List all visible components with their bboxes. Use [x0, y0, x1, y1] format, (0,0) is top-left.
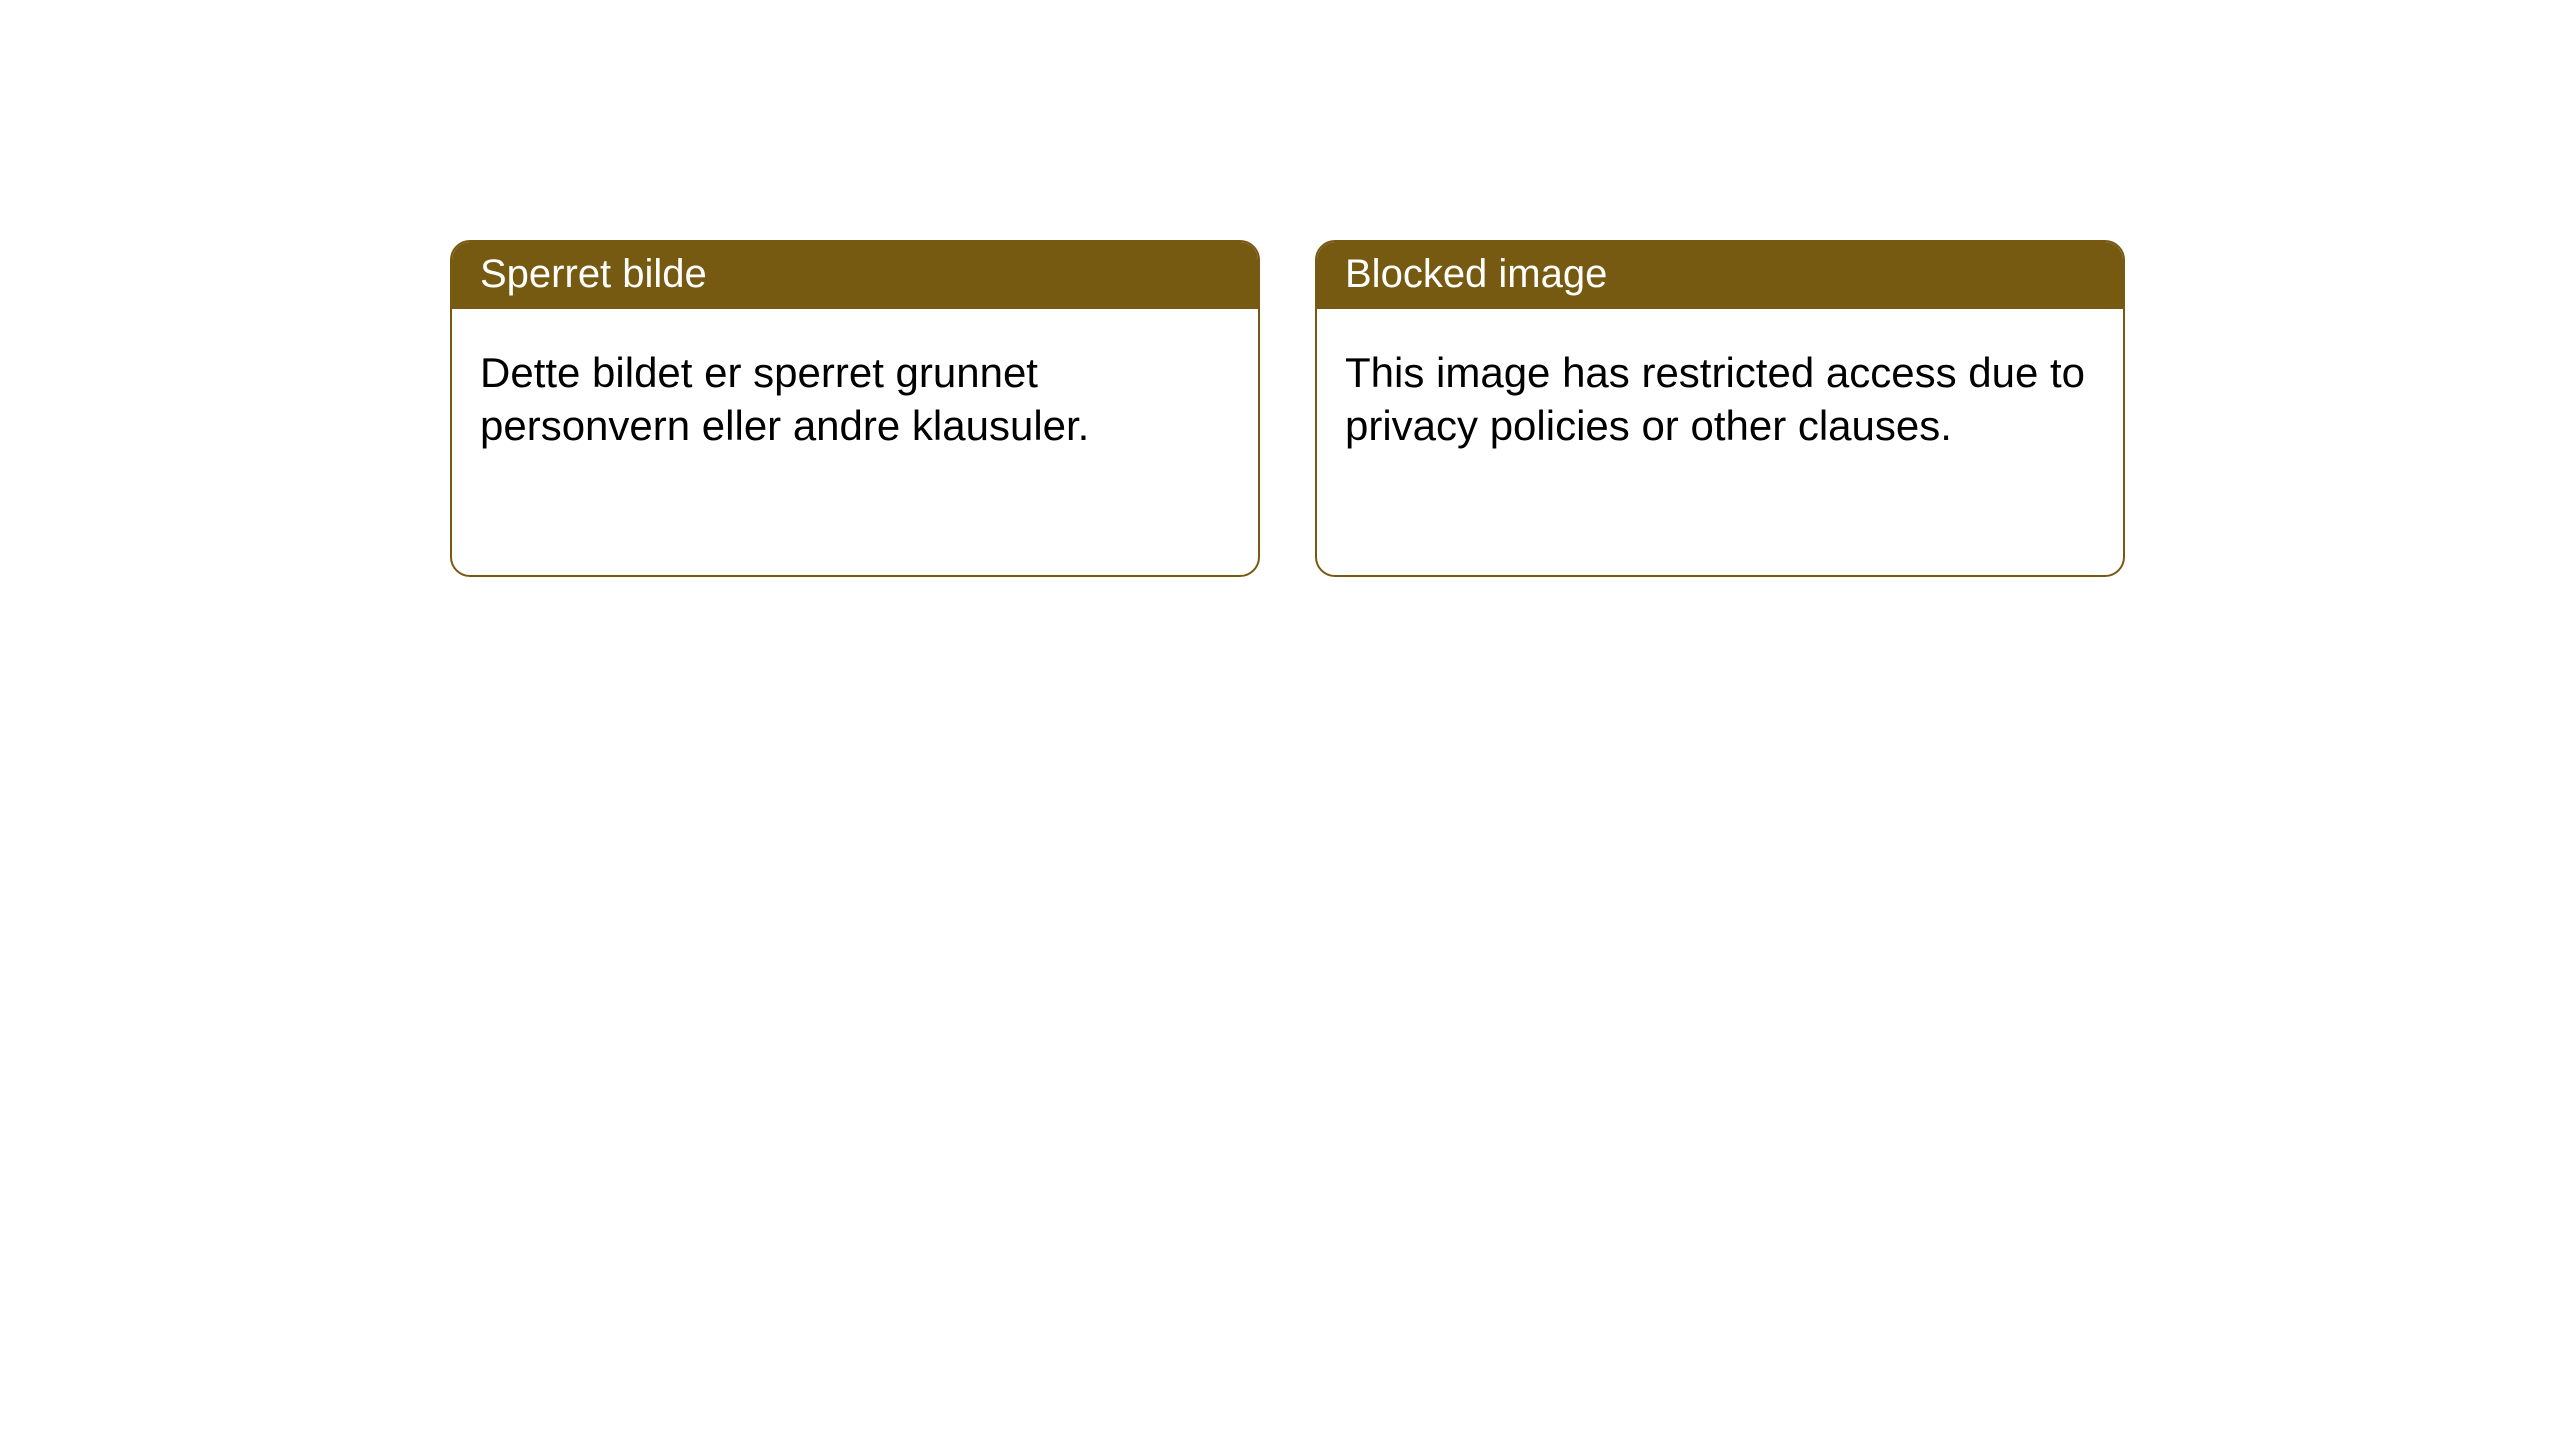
notice-card-title: Sperret bilde [452, 242, 1258, 309]
notice-card-body: This image has restricted access due to … [1317, 309, 2123, 490]
notice-card-norwegian: Sperret bilde Dette bildet er sperret gr… [450, 240, 1260, 577]
notice-card-body: Dette bildet er sperret grunnet personve… [452, 309, 1258, 490]
notice-cards-container: Sperret bilde Dette bildet er sperret gr… [450, 240, 2125, 577]
notice-card-title: Blocked image [1317, 242, 2123, 309]
notice-card-english: Blocked image This image has restricted … [1315, 240, 2125, 577]
